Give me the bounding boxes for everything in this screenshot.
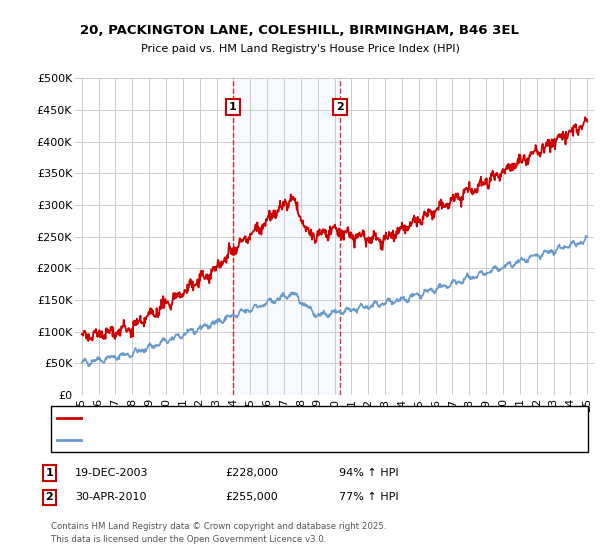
Text: 1: 1 xyxy=(229,102,237,112)
Text: 77% ↑ HPI: 77% ↑ HPI xyxy=(339,492,398,502)
Text: HPI: Average price, semi-detached house, North Warwickshire: HPI: Average price, semi-detached house,… xyxy=(87,435,396,445)
Text: 20, PACKINGTON LANE, COLESHILL, BIRMINGHAM, B46 3EL: 20, PACKINGTON LANE, COLESHILL, BIRMINGH… xyxy=(80,24,520,38)
Text: Contains HM Land Registry data © Crown copyright and database right 2025.
This d: Contains HM Land Registry data © Crown c… xyxy=(51,522,386,544)
Text: 20, PACKINGTON LANE, COLESHILL, BIRMINGHAM, B46 3EL (semi-detached house): 20, PACKINGTON LANE, COLESHILL, BIRMINGH… xyxy=(87,413,498,423)
Text: 2: 2 xyxy=(336,102,344,112)
Text: 1: 1 xyxy=(46,468,53,478)
Bar xyxy=(233,78,340,395)
Text: £255,000: £255,000 xyxy=(225,492,278,502)
Text: £228,000: £228,000 xyxy=(225,468,278,478)
Text: Price paid vs. HM Land Registry's House Price Index (HPI): Price paid vs. HM Land Registry's House … xyxy=(140,44,460,54)
Text: 19-DEC-2003: 19-DEC-2003 xyxy=(75,468,149,478)
Text: 2: 2 xyxy=(46,492,53,502)
Text: 94% ↑ HPI: 94% ↑ HPI xyxy=(339,468,398,478)
Text: 30-APR-2010: 30-APR-2010 xyxy=(75,492,146,502)
